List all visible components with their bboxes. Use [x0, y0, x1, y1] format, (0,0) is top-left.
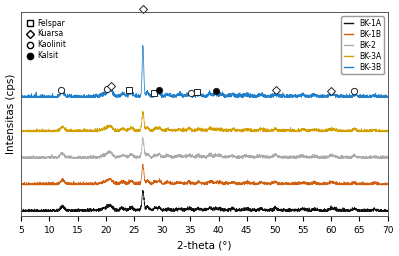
- X-axis label: 2-theta (°): 2-theta (°): [177, 240, 232, 250]
- Legend: Felspar, Kuarsa, Kaolinit, Kalsit: Felspar, Kuarsa, Kaolinit, Kalsit: [25, 16, 69, 62]
- Y-axis label: Intensitas (cps): Intensitas (cps): [6, 74, 16, 154]
